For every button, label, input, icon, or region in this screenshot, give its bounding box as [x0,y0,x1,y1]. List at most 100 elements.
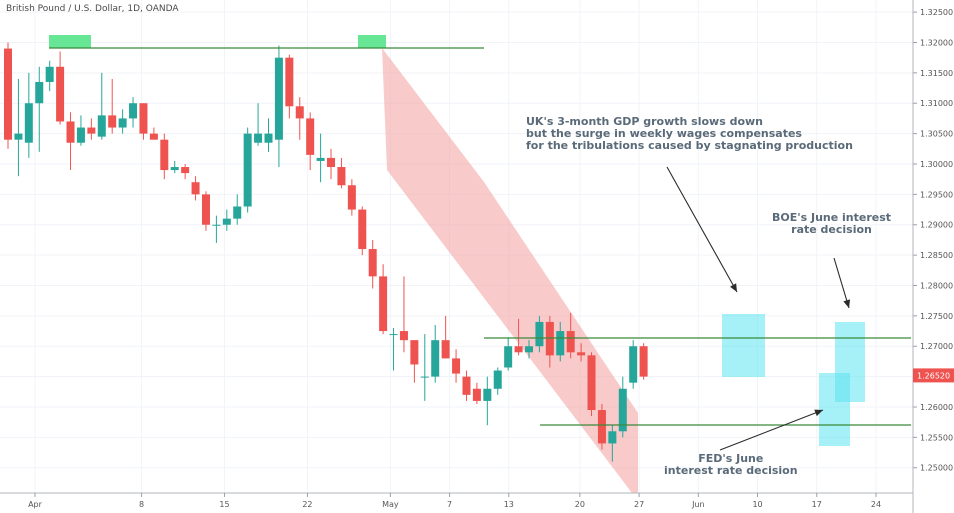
candle [420,334,429,401]
candle [618,376,627,438]
y-axis-ticks: 1.32500 1.32000 1.31500 1.31000 1.30500 1.300… [913,8,953,473]
candle [181,163,190,180]
candle-body [316,157,325,161]
y-tick-label: 1.32000 [920,38,953,47]
resistance-highlight-april [49,35,91,48]
x-tick-label: 17 [812,500,822,509]
candle [545,315,554,368]
candle-body [368,249,377,277]
candle [191,176,200,201]
candle-body [118,118,127,128]
candle [108,78,117,134]
candle [306,112,315,171]
candle-body [222,218,231,225]
candle-body [441,340,450,359]
candle [379,264,388,335]
current-price-label: 1.26520 [917,371,950,380]
candle [295,97,304,140]
y-tick-label: 1.30000 [920,160,953,169]
candle [597,403,606,450]
candlestick-series [4,42,648,462]
candle-body [181,167,190,174]
candle [452,349,461,383]
candle-body [274,57,283,140]
fed-annotation-line-1: FED's June [698,452,764,465]
candle-body [35,81,44,104]
boe-annotation: BOE's June interest rate decision [772,212,891,236]
candle [410,340,419,383]
x-tick-label: 8 [139,500,144,509]
x-tick-label: 15 [219,500,229,509]
candle-body [566,331,575,353]
annotation-arrows [666,166,851,451]
candle [504,337,513,371]
candle [347,179,356,216]
candle-body [504,346,513,368]
candle [556,321,565,362]
candle [472,382,481,404]
y-tick-label: 1.32500 [920,8,953,17]
candle [129,97,138,128]
candle-body [4,48,12,140]
candle-body [56,66,65,122]
x-tick-label: 13 [504,500,514,509]
candle-body [264,133,273,143]
candle-body [149,133,158,140]
fed-annotation: FED's June interest rate decision [664,453,798,477]
current-price-tag-bg [913,368,954,383]
candle [118,109,127,134]
candle-body [76,127,85,143]
candle-body [431,340,440,377]
candle [243,127,252,213]
boe-reaction-box [835,322,865,402]
y-tick-label: 1.31000 [920,99,953,108]
y-tick-label: 1.31500 [920,69,953,78]
y-tick-label: 1.29000 [920,221,953,230]
candle-body [201,194,210,225]
x-tick-label: Jun [691,500,705,509]
candle-body [306,118,315,155]
candle-body [129,103,138,119]
x-tick-label: 20 [575,500,585,509]
candle [629,340,638,389]
candle-body [597,410,606,444]
candle-body [233,206,242,219]
candle [358,206,367,256]
candle-body [493,370,502,389]
candle [483,376,492,426]
candle [462,370,471,401]
candle [535,315,544,353]
candle-body [535,321,544,347]
candle [514,318,523,356]
candle-body [24,103,33,143]
candle-body [556,331,565,356]
candle [337,157,346,189]
candle-body [618,388,627,432]
y-tick-label: 1.25000 [920,464,953,473]
candle [254,103,263,146]
x-tick-label: May [382,500,399,509]
chart-title: British Pound / U.S. Dollar, 1D, OANDA [6,4,179,14]
candle [639,343,648,380]
candle [222,209,231,231]
candle [170,160,179,174]
candle [493,367,502,395]
candle [35,66,44,152]
candle [4,42,12,149]
boe-annotation-line-2: rate decision [791,223,872,236]
candle-body [108,115,117,128]
gdp-annotation: UK's 3-month GDP growth slows down but t… [526,116,853,152]
x-tick-label: 7 [447,500,452,509]
candle [441,315,450,359]
y-tick-label: 1.28000 [920,281,953,290]
candle [285,54,294,119]
candle-body [254,133,263,143]
candle-body [525,346,533,353]
candle [87,118,96,140]
candle [97,72,106,140]
candle [139,103,148,140]
gdp-annotation-line-1: UK's 3-month GDP growth slows down [526,115,764,128]
candle [264,118,273,152]
candle [608,425,617,462]
